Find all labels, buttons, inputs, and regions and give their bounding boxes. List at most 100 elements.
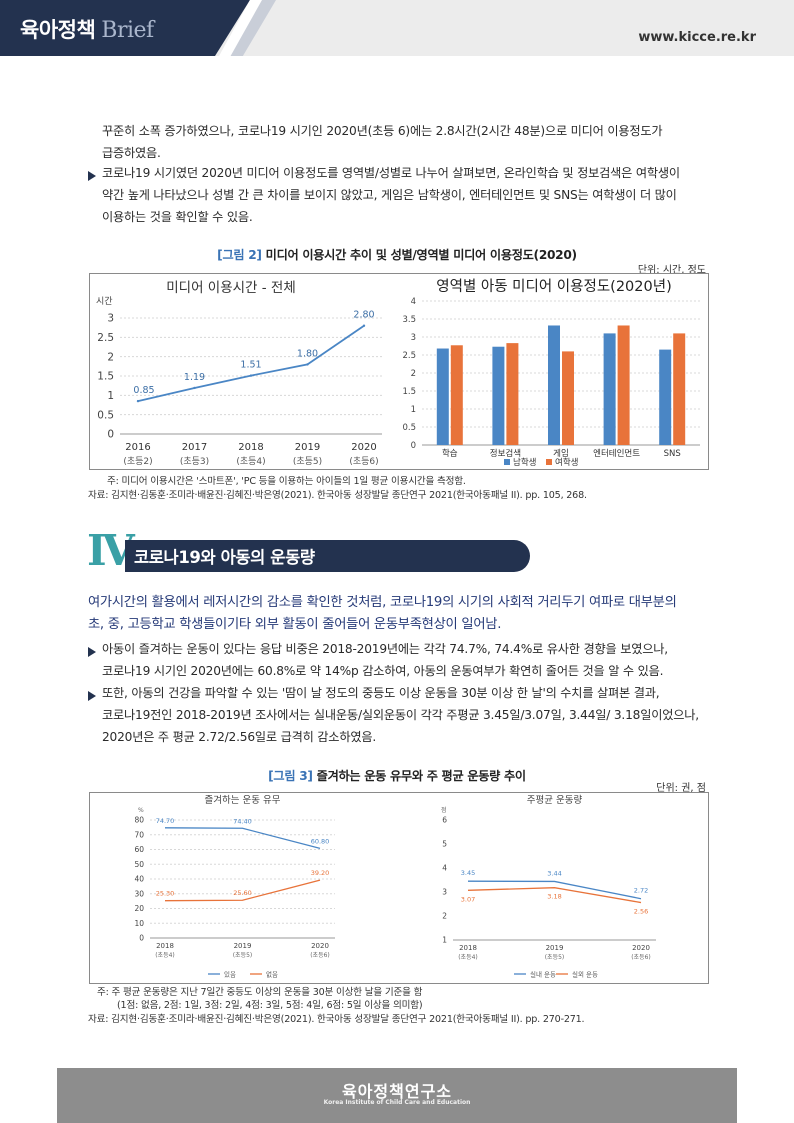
section-bullet-line: 코로나19 시기인 2020년에는 60.8%로 약 14%p 감소하여, 아동… [102,664,664,678]
intro-bullet-line: 약간 높게 나타났으나 성별 간 큰 차이를 보이지 않았고, 게임은 남학생이… [102,188,677,202]
bar-female [450,345,463,445]
bar-male [548,325,560,445]
section-bullet-line: 코로나19전인 2018-2019년 조사에서는 실내운동/실외운동이 각각 주… [102,708,699,722]
x-tick-label: 2018 [459,944,477,952]
data-label: 3.18 [547,893,561,901]
y-axis-label: 점 [441,807,447,814]
x-tick-label: SNS [664,449,681,459]
data-label: 74.70 [156,817,175,825]
y-tick-label: 3 [442,888,447,897]
section-title-bar [125,540,530,572]
bar-male [492,346,505,445]
y-tick-label: 0 [411,441,416,451]
y-axis-label: 시간 [96,296,113,307]
x-tick-sublabel: (초등5) [233,952,253,959]
page-footer [57,1068,737,1123]
y-tick-label: 1 [442,936,447,945]
y-tick-label: 2.5 [97,332,114,344]
x-tick-label: 엔터테인먼트 [593,448,640,459]
y-tick-label: 0 [139,934,144,943]
data-point [306,363,309,366]
site-url[interactable]: www.kicce.re.kr [638,30,756,45]
x-tick-label: 2018 [156,942,174,950]
chart-title: 영역별 아동 미디어 이용정도(2020년) [436,278,671,295]
figure2-source: 자료: 김지현·김동훈·조미라·배윤진·김혜진·박은영(2021). 한국아동 … [88,490,587,501]
y-tick-label: 4 [411,297,416,307]
x-tick-sublabel: (초등4) [236,456,265,467]
figure2-title: [그림 2] 미디어 이용시간 추이 및 성별/영역별 미디어 이용정도(2020… [0,245,794,263]
x-tick-sublabel: (초등6) [349,456,378,467]
y-tick-label: 3.5 [402,315,416,325]
figure2-title-text: 미디어 이용시간 추이 및 성별/영역별 미디어 이용정도(2020) [265,248,577,262]
header-dark-band [0,0,250,56]
data-label: 2.56 [634,908,648,916]
intro-bullet-line: 이용하는 것을 확인할 수 있음. [102,210,253,224]
section-lead-line: 여가시간의 활용에서 레저시간의 감소를 확인한 것처럼, 코로나19의 시기의… [88,595,677,610]
y-tick-label: 60 [134,845,144,854]
series-line [467,887,642,904]
legend-label: 없음 [266,971,278,979]
figure3-unit: 단위: 권, 점 [656,783,706,794]
data-point [249,374,253,377]
y-tick-label: 30 [134,889,144,898]
section-lead: 여가시간의 활용에서 레저시간의 감소를 확인한 것처럼, 코로나19의 시기의… [88,592,713,636]
legend-label: 있음 [224,971,236,979]
data-label: 1.51 [240,360,261,371]
y-tick-label: 70 [134,830,144,839]
bullet-arrow-icon [88,165,98,181]
x-tick-sublabel: (초등4) [155,952,175,959]
media-domain-bar-chart: 영역별 아동 미디어 이용정도(2020년) 0 0.5 1 1.5 2 2.5 3 3.5 4 학… [402,278,700,468]
y-tick-label: 6 [442,816,447,825]
data-label: 74.40 [233,817,252,825]
x-tick-sublabel: (초등6) [631,954,651,961]
x-tick-label: 2018 [238,442,263,453]
figure2-frame: 미디어 이용시간 - 전체 시간 0 0.5 1 1.5 2 2.5 3 2016 (초등2) 201… [89,273,709,470]
y-tick-label: 40 [134,875,144,884]
data-label: 0.85 [133,385,154,396]
y-tick-label: 5 [442,840,447,849]
legend-swatch [504,459,510,465]
bar-male [436,348,449,445]
y-tick-label: 3 [411,333,416,343]
series-line [467,880,642,900]
data-label: 39.20 [311,869,330,877]
figure3-note: (1점: 없음, 2점: 1일, 3점: 2일, 4점: 3일, 5점: 4일,… [117,1000,423,1011]
data-label: 1.80 [297,348,318,359]
figure3-note: 주: 주 평균 운동량은 지난 7일간 중등도 이상의 운동을 30분 이상한 … [97,987,423,998]
data-label: 60.80 [311,837,330,845]
footer-institute-en: Korea Institute of Child Care and Educat… [323,1099,471,1106]
x-tick-label: 2020 [311,942,329,950]
section-bullet-line: 2020년은 주 평균 2.72/2.56일로 급격히 감소하였음. [102,730,377,744]
y-tick-label: 0 [107,429,114,441]
intro-line: 급증하였음. [102,146,161,160]
data-point [362,324,366,327]
x-tick-label: 학습 [442,448,458,459]
y-axis-label: % [138,807,144,814]
series-line [164,827,321,849]
footer-institute-name: 육아정책연구소 [341,1082,453,1101]
bullet-arrow-icon [88,641,98,657]
figure2-unit: 단위: 시간, 정도 [637,265,706,276]
legend-label: 남학생 [513,457,536,468]
x-tick-label: 2019 [295,442,320,453]
figure3-title: [그림 3] 즐겨하는 운동 유무와 주 평균 운동량 추이 [0,766,794,784]
legend-label: 실내 운동 [530,970,556,979]
y-tick-label: 80 [134,816,144,825]
x-tick-label: 2019 [546,944,564,952]
x-tick-label: 2020 [632,944,650,952]
x-tick-sublabel: (초등6) [310,952,330,959]
x-tick-sublabel: (초등5) [545,954,565,961]
y-tick-label: 10 [134,919,144,928]
exercise-preference-line-chart: 즐겨하는 운동 유무% 0 10 20 30 40 50 60 70 80 2018 (초등4) 201… [134,794,335,979]
figure3-frame: 즐겨하는 운동 유무% 0 10 20 30 40 50 60 70 80 2018 (초등4) 201… [89,792,709,984]
data-point [193,386,196,390]
figure3-source: 자료: 김지현·김동훈·조미라·배윤진·김혜진·박은영(2021). 한국아동 … [88,1014,585,1025]
chart-title: 미디어 이용시간 - 전체 [166,280,296,296]
data-label: 25.30 [156,890,175,898]
data-label: 2.72 [634,887,648,895]
bar-female [673,333,686,445]
y-tick-label: 2 [411,369,416,379]
y-tick-label: 1.5 [402,387,416,397]
y-tick-label: 0.5 [402,423,416,433]
